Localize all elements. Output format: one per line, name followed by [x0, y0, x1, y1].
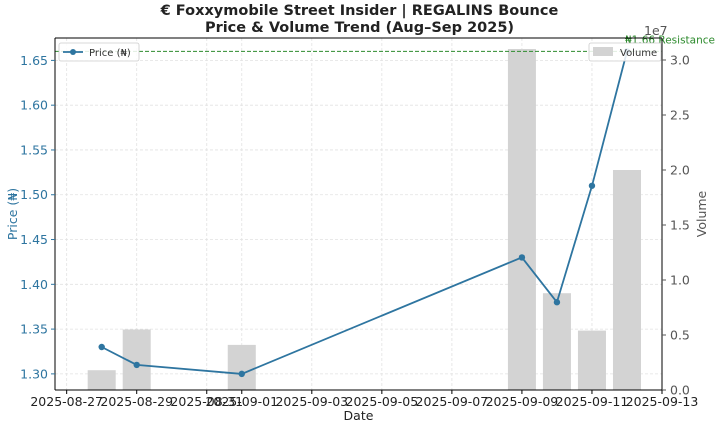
x-tick-label: 2025-09-13 — [626, 394, 699, 409]
y-tick-label-right: 2.5 — [670, 108, 690, 123]
x-tick-label: 2025-09-05 — [346, 394, 419, 409]
price-point — [238, 370, 245, 378]
y-tick-label-right: 2.0 — [670, 163, 690, 178]
x-tick-label: 2025-09-11 — [556, 394, 629, 409]
x-axis-label: Date — [344, 408, 374, 423]
volume-bar — [577, 330, 606, 390]
x-tick-label: 2025-08-27 — [30, 394, 103, 409]
y-tick-label-left: 1.65 — [20, 53, 48, 68]
volume-bar — [507, 49, 536, 390]
y-tick-label-left: 1.30 — [20, 366, 48, 381]
y-tick-label-left: 1.60 — [20, 98, 48, 113]
volume-bar — [542, 293, 571, 390]
chart-title: € Foxxymobile Street Insider | REGALINS … — [160, 3, 559, 19]
y-tick-label-right: 0.0 — [670, 383, 690, 398]
volume-bar — [612, 170, 641, 390]
x-tick-label: 2025-09-07 — [416, 394, 489, 409]
y-tick-label-left: 1.55 — [20, 142, 48, 157]
y-tick-label-left: 1.40 — [20, 277, 48, 292]
legend-price-marker — [70, 49, 76, 55]
y-right-offset-label: 1e7 — [644, 23, 668, 38]
legend-price-box — [58, 42, 140, 62]
x-tick-label: 2025-09-03 — [275, 394, 348, 409]
x-tick-label: 2025-08-29 — [100, 394, 173, 409]
x-tick-label: 2025-09-01 — [205, 394, 278, 409]
volume-bar — [227, 344, 256, 390]
price-point — [588, 182, 596, 189]
price-point — [133, 361, 140, 369]
legend-volume-label: Volume — [620, 48, 657, 59]
x-tick-label: 2025-09-09 — [486, 394, 559, 409]
x-tick-label: 2025-08-31 — [170, 394, 243, 409]
y-tick-label-right: 0.5 — [670, 328, 690, 343]
legend-price-label: Price (₦) — [89, 48, 131, 59]
y-tick-label-left: 1.45 — [20, 232, 48, 247]
price-point — [518, 254, 526, 261]
y-axis-label-left: Price (₦) — [5, 188, 20, 240]
y-tick-label-right: 1.5 — [670, 218, 690, 233]
volume-bar — [87, 370, 116, 390]
y-tick-label-right: 1.0 — [670, 273, 690, 288]
price-point — [98, 343, 105, 351]
y-tick-label-left: 1.35 — [20, 322, 48, 337]
y-tick-label-right: 3.0 — [670, 53, 690, 68]
y-tick-label-left: 1.50 — [20, 187, 48, 202]
price-point — [553, 299, 561, 306]
y-axis-label-right: Volume — [694, 190, 709, 237]
legend-volume-swatch — [593, 47, 613, 56]
chart-subtitle: Price & Volume Trend (Aug–Sep 2025) — [204, 20, 515, 36]
